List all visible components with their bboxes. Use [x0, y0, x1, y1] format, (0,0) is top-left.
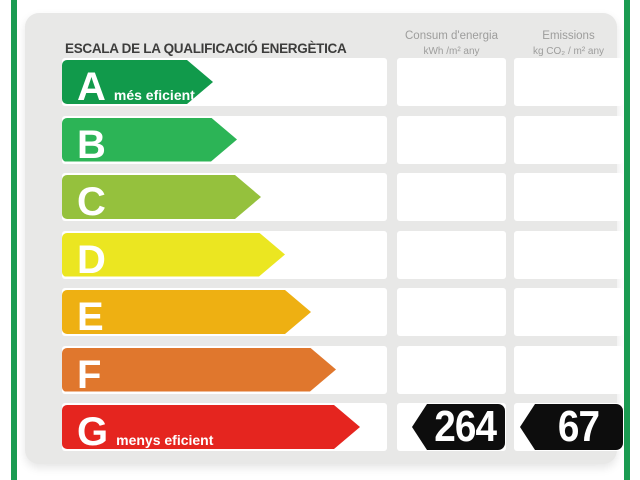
rating-arrow: C	[62, 175, 261, 219]
rating-letter: B	[77, 122, 106, 167]
column-header-consum-line2: kWh /m² any	[423, 46, 480, 57]
consum-value-box	[397, 230, 506, 279]
rating-arrow: E	[62, 290, 311, 334]
rating-arrow: D	[62, 233, 285, 277]
scale-panel: ESCALA DE LA QUALIFICACIÓ ENERGÈTICA Con…	[25, 13, 623, 464]
consum-value-box	[397, 115, 506, 164]
consum-value-badge: 264	[412, 404, 505, 450]
rating-efficiency-label: més eficient	[113, 87, 195, 103]
rating-letter: A	[77, 65, 106, 109]
rating-arrow: F	[62, 348, 336, 392]
column-header-emissions: Emissions kg CO₂ / m² any	[514, 30, 623, 57]
rating-bar-bg: E	[62, 288, 387, 336]
column-header-consum: Consum d'energia kWh /m² any	[397, 30, 506, 57]
emissions-value-box	[514, 288, 623, 336]
rating-bar-bg: F	[62, 345, 387, 394]
emissions-value-box	[514, 230, 623, 279]
column-header-emissions-line1: Emissions	[542, 30, 595, 42]
consum-value-box	[397, 173, 506, 221]
emissions-value: 67	[557, 402, 599, 451]
rating-row: C	[25, 173, 640, 221]
frame-border-left	[11, 0, 17, 480]
rating-efficiency-label: menys eficient	[116, 432, 214, 448]
rating-letter: F	[77, 352, 102, 397]
consum-value-box	[397, 345, 506, 394]
frame-border-right	[624, 0, 630, 480]
emissions-value-box	[514, 345, 623, 394]
column-header-consum-line1: Consum d'energia	[405, 30, 498, 42]
emissions-value-box	[514, 115, 623, 164]
rating-arrow: B	[62, 118, 237, 162]
rating-row: E	[25, 288, 640, 336]
rating-letter: G	[77, 410, 109, 454]
rating-row: B	[25, 115, 640, 164]
emissions-value-box	[514, 173, 623, 221]
rating-letter: E	[77, 295, 104, 339]
emissions-value-box	[514, 58, 623, 106]
column-header-emissions-line2: kg CO₂ / m² any	[532, 46, 605, 57]
rating-bar-bg: C	[62, 173, 387, 221]
consum-value-box	[397, 288, 506, 336]
scale-title: ESCALA DE LA QUALIFICACIÓ ENERGÈTICA	[65, 41, 347, 56]
rating-letter: C	[77, 180, 106, 224]
rating-bar-bg: B	[62, 115, 387, 164]
consum-value: 264	[434, 402, 497, 451]
rating-letter: D	[77, 237, 106, 282]
consum-value-box	[397, 58, 506, 106]
rating-row: D	[25, 230, 640, 279]
emissions-value-badge: 67	[520, 404, 623, 450]
rating-row: F	[25, 345, 640, 394]
rating-bar-bg: D	[62, 230, 387, 279]
